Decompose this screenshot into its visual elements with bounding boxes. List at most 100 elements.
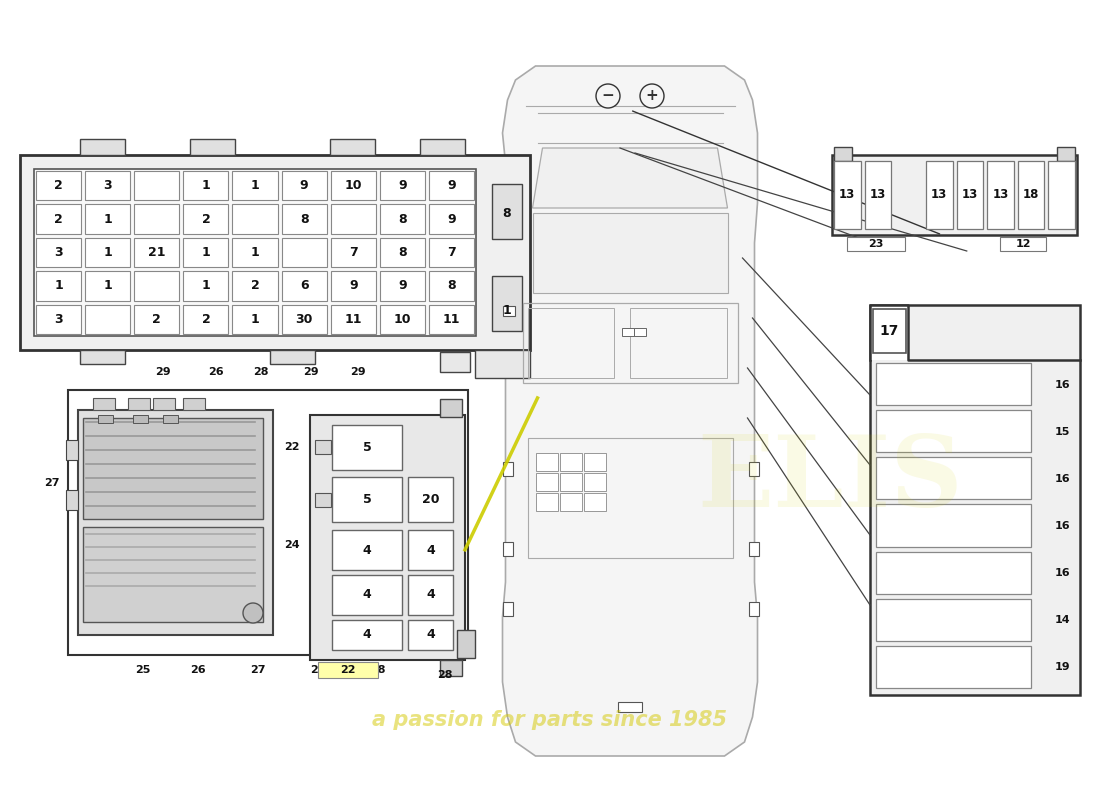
Text: 1: 1 — [201, 246, 210, 259]
Bar — [282, 204, 327, 234]
Bar — [331, 171, 376, 200]
Text: 20: 20 — [421, 493, 439, 506]
Bar — [183, 398, 205, 410]
Text: 1: 1 — [54, 279, 63, 292]
Bar — [876, 410, 1031, 452]
Bar — [94, 398, 115, 410]
Text: 27: 27 — [44, 478, 59, 488]
Text: 27: 27 — [251, 665, 266, 675]
Bar — [134, 171, 179, 200]
Text: 4: 4 — [426, 589, 434, 602]
Text: 5: 5 — [363, 493, 372, 506]
Text: 1: 1 — [103, 213, 112, 226]
Text: ELIS: ELIS — [697, 431, 962, 529]
Text: 7: 7 — [447, 246, 455, 259]
Bar — [282, 238, 327, 267]
Bar — [408, 620, 453, 650]
Bar — [536, 493, 558, 511]
Bar — [634, 328, 646, 336]
Text: 29: 29 — [350, 367, 366, 377]
Bar — [85, 238, 130, 267]
Text: 1: 1 — [503, 305, 512, 318]
Text: 28: 28 — [253, 367, 268, 377]
Bar — [429, 171, 474, 200]
Text: 10: 10 — [344, 179, 362, 192]
Text: 8: 8 — [503, 207, 512, 220]
Bar — [420, 139, 465, 155]
Text: 9: 9 — [447, 179, 455, 192]
Bar — [98, 415, 113, 423]
Bar — [184, 238, 229, 267]
Text: 16: 16 — [1054, 521, 1070, 531]
Bar — [560, 493, 582, 511]
Bar — [865, 161, 891, 229]
Bar — [134, 238, 179, 267]
Bar — [748, 542, 759, 556]
Bar — [153, 398, 175, 410]
Text: 4: 4 — [363, 543, 372, 557]
Text: 13: 13 — [839, 189, 856, 202]
Text: 1: 1 — [251, 246, 260, 259]
Text: 15: 15 — [1054, 426, 1069, 437]
Text: 9: 9 — [447, 213, 455, 226]
Bar — [85, 204, 130, 234]
Bar — [475, 350, 530, 378]
Bar — [330, 139, 375, 155]
Text: 9: 9 — [300, 179, 308, 192]
Bar — [82, 418, 263, 519]
Bar — [282, 171, 327, 200]
Bar — [379, 238, 425, 267]
Bar — [190, 139, 235, 155]
Text: 26: 26 — [208, 367, 223, 377]
Text: 9: 9 — [349, 279, 358, 292]
Text: 4: 4 — [363, 629, 372, 642]
Text: 3: 3 — [103, 179, 112, 192]
Text: 16: 16 — [1054, 379, 1070, 390]
Bar — [503, 602, 513, 616]
Bar — [133, 415, 148, 423]
Bar — [134, 305, 179, 334]
Bar — [128, 398, 150, 410]
Text: 16: 16 — [1054, 474, 1070, 484]
Bar — [408, 575, 453, 615]
Bar — [503, 462, 513, 476]
Bar — [184, 204, 229, 234]
Text: 7: 7 — [349, 246, 358, 259]
Bar — [282, 271, 327, 301]
Bar — [440, 352, 470, 372]
Text: 8: 8 — [398, 213, 407, 226]
Text: 27: 27 — [310, 665, 326, 675]
Bar — [332, 620, 402, 650]
Bar — [315, 493, 331, 507]
Text: 23: 23 — [868, 239, 883, 249]
Text: 1: 1 — [103, 246, 112, 259]
Bar — [66, 490, 78, 510]
Bar — [876, 458, 1031, 499]
Bar — [80, 350, 125, 364]
Bar — [20, 155, 530, 350]
Text: 24: 24 — [284, 540, 300, 550]
Bar — [331, 204, 376, 234]
Bar — [232, 271, 277, 301]
Text: 9: 9 — [398, 279, 407, 292]
Bar — [36, 204, 81, 234]
Text: 2: 2 — [54, 213, 63, 226]
Bar — [408, 530, 453, 570]
Text: 4: 4 — [363, 589, 372, 602]
Bar — [82, 527, 263, 622]
Text: 16: 16 — [1054, 568, 1070, 578]
Bar — [379, 305, 425, 334]
Text: 8: 8 — [300, 213, 308, 226]
Text: 1: 1 — [251, 179, 260, 192]
Text: 29: 29 — [304, 367, 319, 377]
Bar — [332, 425, 402, 470]
Bar — [926, 161, 953, 229]
Bar — [184, 171, 229, 200]
Text: 30: 30 — [296, 313, 312, 326]
Text: 10: 10 — [394, 313, 411, 326]
Bar — [270, 350, 315, 364]
Bar — [583, 453, 605, 471]
Bar — [429, 271, 474, 301]
Text: 11: 11 — [344, 313, 362, 326]
Bar — [429, 204, 474, 234]
